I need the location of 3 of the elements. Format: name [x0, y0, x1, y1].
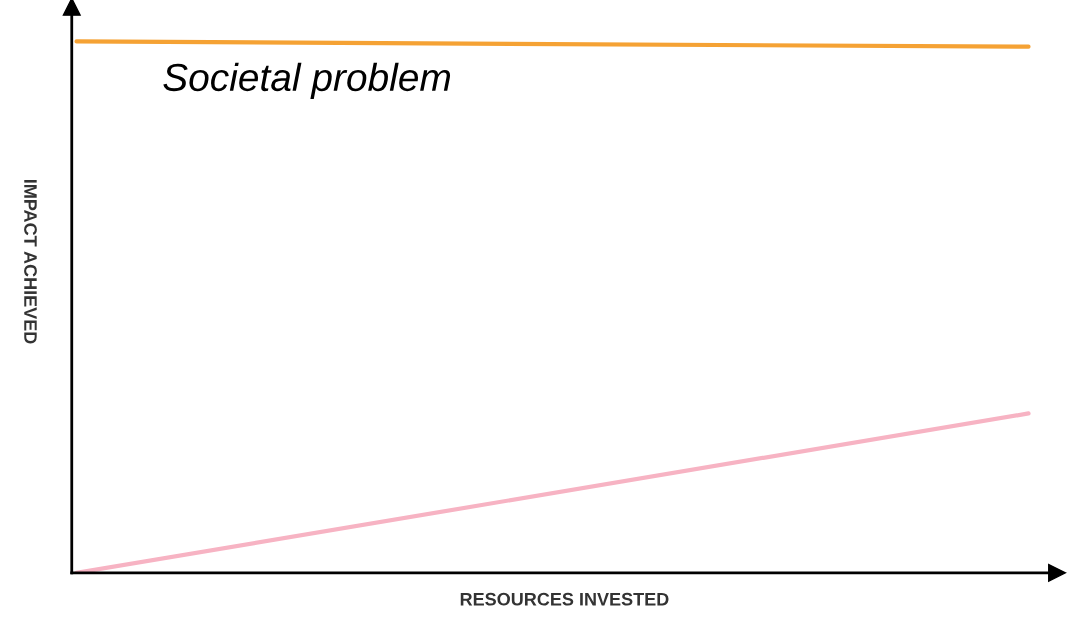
x-axis-title: RESOURCES INVESTED — [460, 592, 669, 606]
y-axis-title: IMPACT ACHIEVED — [24, 180, 37, 344]
series-label: Societal problem — [163, 62, 451, 99]
